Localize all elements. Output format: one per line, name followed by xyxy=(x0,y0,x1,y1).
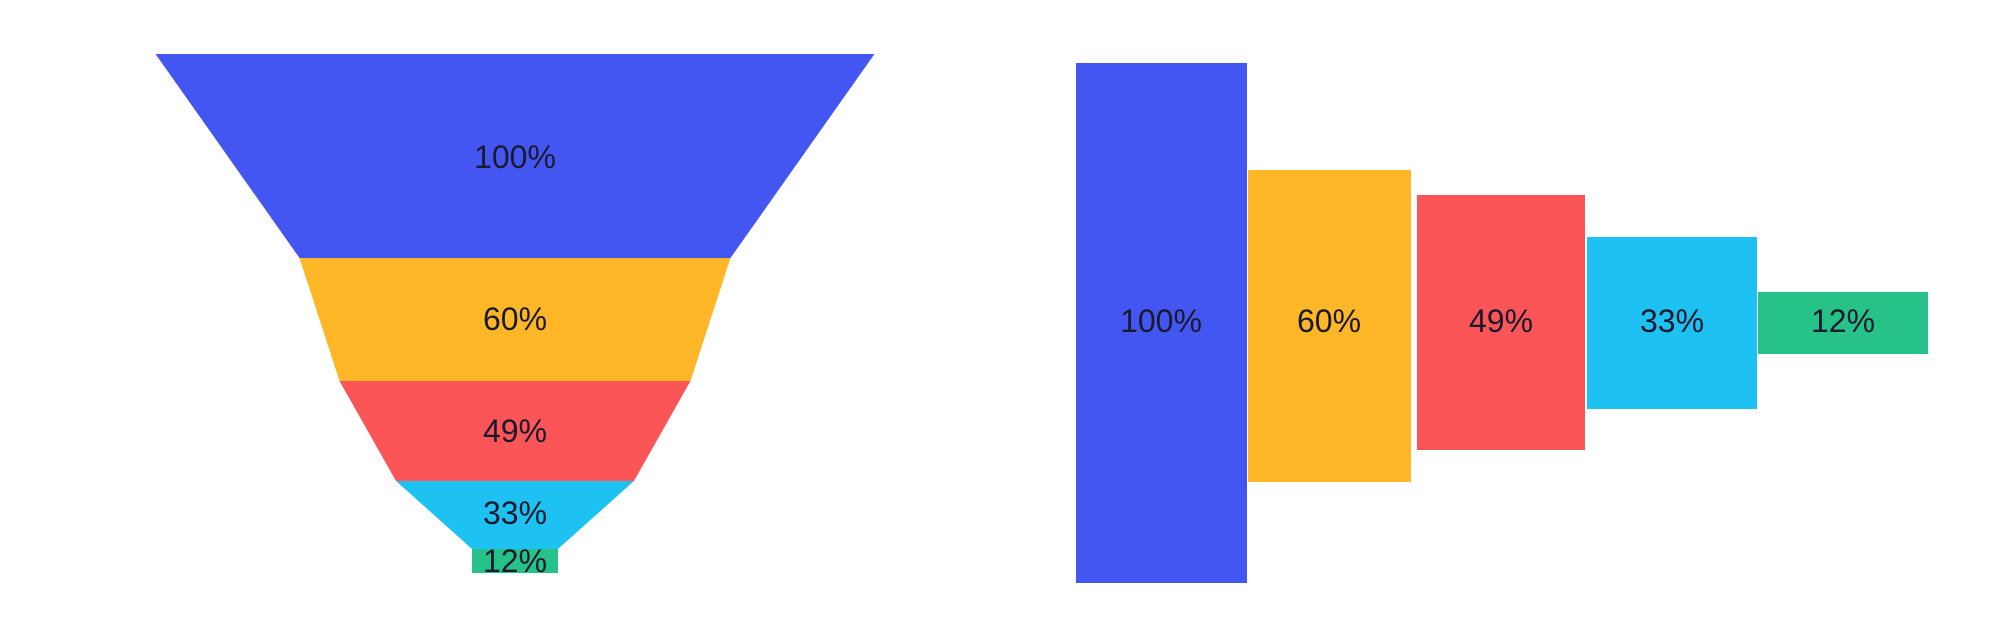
svg-text:100%: 100% xyxy=(474,139,556,175)
svg-text:100%: 100% xyxy=(1120,303,1202,339)
svg-text:12%: 12% xyxy=(1811,303,1875,339)
svg-text:60%: 60% xyxy=(1297,303,1361,339)
svg-text:33%: 33% xyxy=(1640,303,1704,339)
svg-text:60%: 60% xyxy=(483,301,547,337)
svg-text:33%: 33% xyxy=(483,495,547,531)
svg-text:49%: 49% xyxy=(483,413,547,449)
svg-text:49%: 49% xyxy=(1469,303,1533,339)
svg-text:12%: 12% xyxy=(483,543,547,579)
